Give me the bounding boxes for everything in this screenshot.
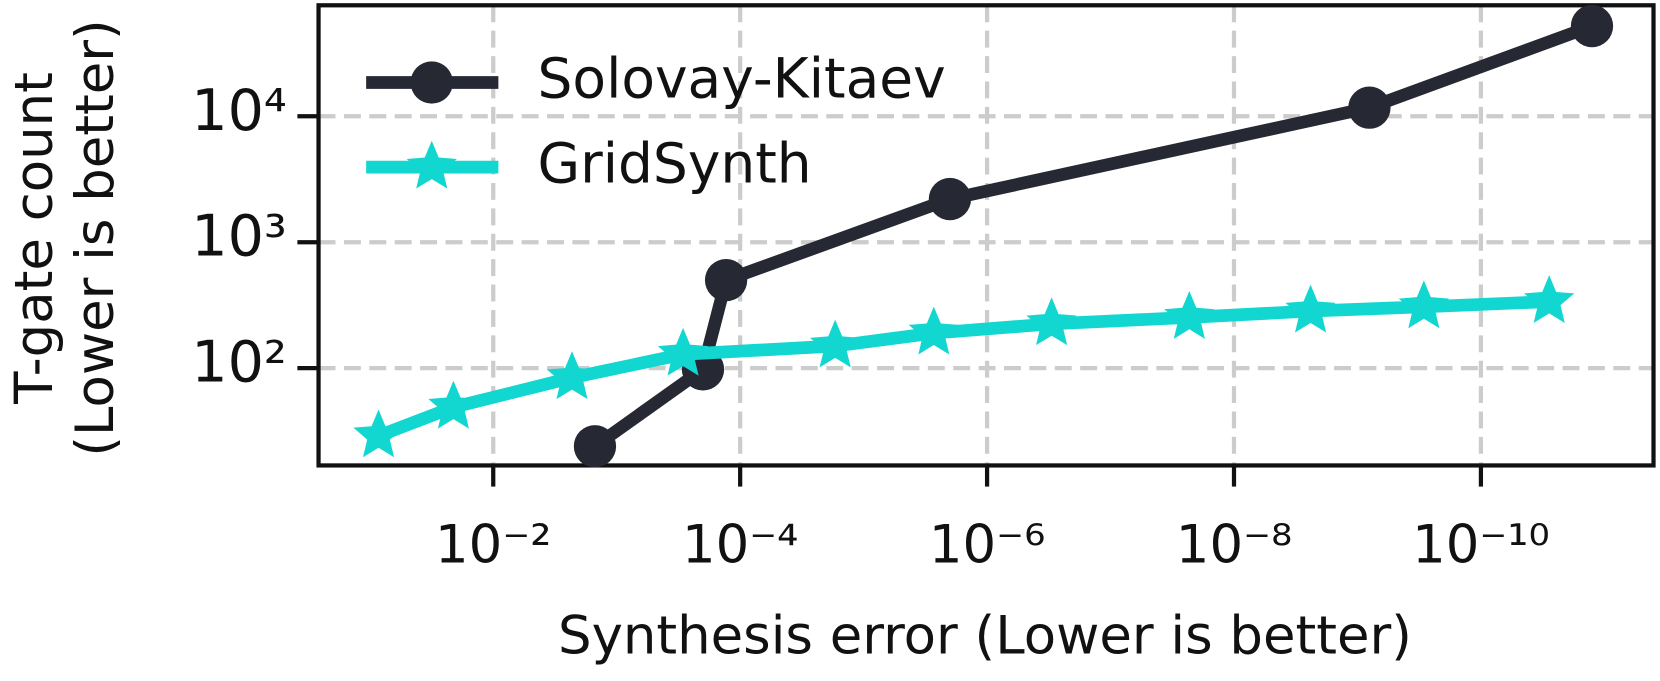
- star-marker: [1285, 284, 1336, 333]
- y-tick-label: 10³: [191, 204, 287, 270]
- star-marker: [810, 319, 861, 368]
- series-line: [591, 20, 1595, 452]
- legend-label: Solovay-Kitaev: [538, 47, 946, 111]
- star-marker: [353, 409, 404, 458]
- plot-frame: [316, 3, 1656, 468]
- star-marker: [908, 306, 959, 355]
- star-marker: [1026, 297, 1077, 346]
- x-tick-label: 10⁻⁴: [682, 515, 798, 576]
- y-tick-label: 10⁴: [191, 78, 287, 144]
- star-marker: [1524, 275, 1575, 323]
- star-marker: [657, 327, 709, 376]
- y-axis-label: (Lower is better): [65, 19, 126, 456]
- circle-marker: [928, 177, 972, 221]
- star-marker: [546, 351, 598, 400]
- circle-marker: [573, 425, 617, 468]
- circle-marker: [1570, 4, 1614, 48]
- x-tick-label: 10⁻²: [435, 515, 551, 576]
- y-tick-label: 10²: [191, 330, 287, 396]
- circle-marker: [704, 258, 748, 302]
- x-axis-label: Synthesis error (Lower is better): [558, 606, 1412, 667]
- y-axis-label: T-gate count: [4, 72, 65, 405]
- legend-label: GridSynth: [538, 131, 812, 195]
- x-tick-label: 10⁻¹⁰: [1412, 515, 1550, 576]
- x-tick-label: 10⁻⁶: [929, 515, 1045, 576]
- star-marker: [1398, 280, 1450, 329]
- star-marker: [428, 380, 479, 429]
- x-tick-label: 10⁻⁸: [1176, 515, 1292, 576]
- star-marker: [1164, 291, 1215, 339]
- circle-marker: [1348, 86, 1391, 129]
- legend-marker: [410, 61, 453, 104]
- legend-marker: [406, 140, 457, 189]
